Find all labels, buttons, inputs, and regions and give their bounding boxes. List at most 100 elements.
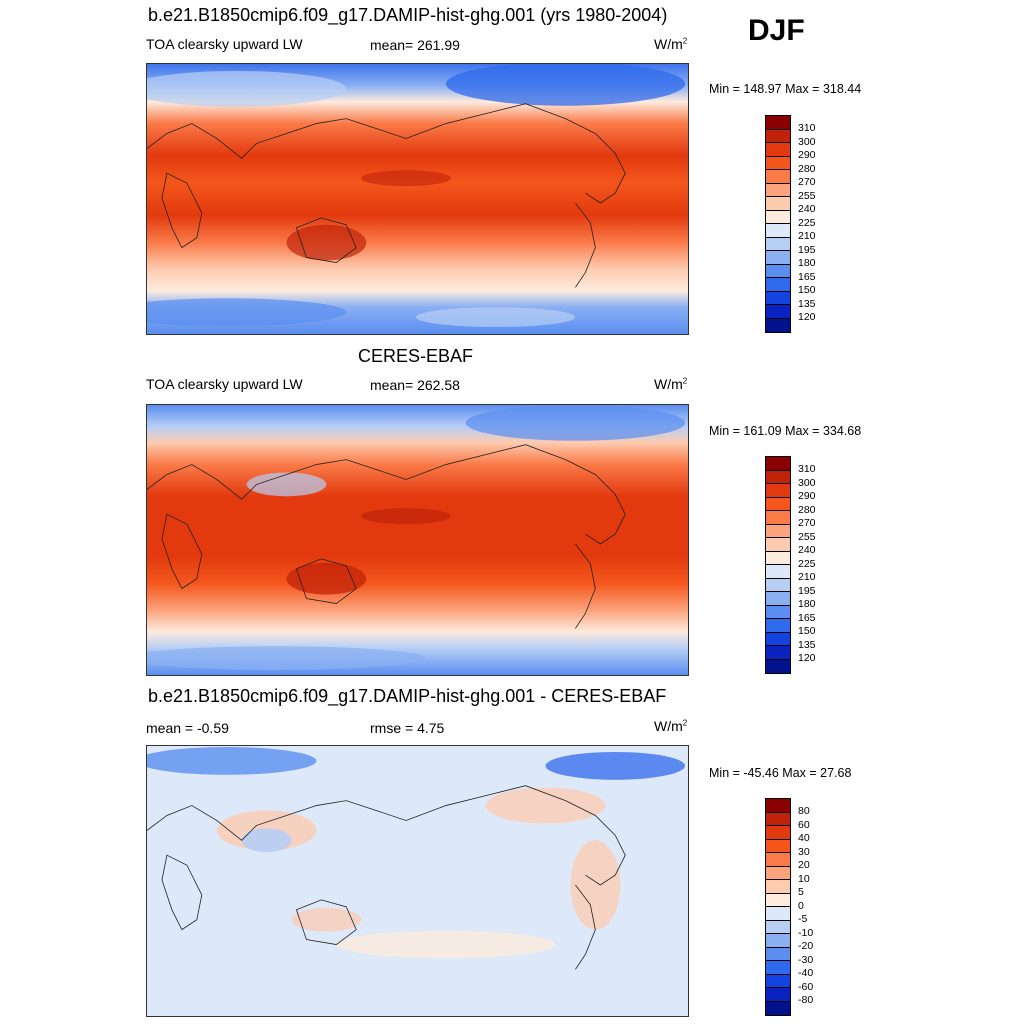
colorbar-tick-label: -60	[798, 981, 814, 993]
colorbar-swatch	[766, 947, 790, 961]
panel-2-colorbar	[765, 456, 791, 674]
panel-1-title: b.e21.B1850cmip6.f09_g17.DAMIP-hist-ghg.…	[148, 5, 668, 25]
colorbar-swatch	[766, 907, 790, 921]
colorbar-swatch	[766, 291, 790, 305]
panel-3-colorbar	[765, 798, 791, 1016]
panel-3-title: b.e21.B1850cmip6.f09_g17.DAMIP-hist-ghg.…	[148, 686, 667, 706]
panel-3-mean-label: mean = -0.59	[146, 720, 229, 736]
colorbar-swatch	[766, 605, 790, 619]
colorbar-tick-label: 195	[798, 585, 816, 597]
colorbar-swatch	[766, 264, 790, 278]
panel-1-minmax: Min = 148.97 Max = 318.44	[709, 82, 862, 96]
panel-1-mean-label: mean= 261.99	[370, 37, 460, 53]
colorbar-swatch	[766, 484, 790, 498]
colorbar-swatch	[766, 251, 790, 265]
colorbar-swatch	[766, 866, 790, 880]
colorbar-swatch	[766, 839, 790, 853]
colorbar-swatch	[766, 197, 790, 211]
colorbar-tick-label: 310	[798, 463, 816, 475]
panel-1-units: W/m2	[654, 36, 688, 52]
colorbar-tick-label: 150	[798, 625, 816, 637]
colorbar-swatch	[766, 524, 790, 538]
panel-2-variable-label: TOA clearsky upward LW	[146, 376, 303, 392]
colorbar-tick-label: 180	[798, 257, 816, 269]
colorbar-tick-label: 195	[798, 244, 816, 256]
colorbar-swatch	[766, 170, 790, 184]
colorbar-tick-label: 210	[798, 571, 816, 583]
colorbar-tick-label: 240	[798, 203, 816, 215]
colorbar-swatch	[766, 551, 790, 565]
colorbar-tick-label: 120	[798, 311, 816, 323]
panel-3-units: W/m2	[654, 718, 688, 734]
season-label: DJF	[748, 14, 805, 47]
colorbar-swatch	[766, 305, 790, 319]
panel-1-colorbar	[765, 115, 791, 333]
panel-2-units: W/m2	[654, 376, 688, 392]
colorbar-swatch	[766, 619, 790, 633]
colorbar-swatch	[766, 934, 790, 948]
colorbar-tick-label: 300	[798, 477, 816, 489]
colorbar-tick-label: 240	[798, 544, 816, 556]
colorbar-swatch	[766, 578, 790, 592]
colorbar-swatch	[766, 592, 790, 606]
colorbar-tick-label: 180	[798, 598, 816, 610]
colorbar-swatch	[766, 565, 790, 579]
colorbar-swatch	[766, 632, 790, 646]
colorbar-tick-label: 280	[798, 163, 816, 175]
colorbar-swatch	[766, 974, 790, 988]
colorbar-swatch	[766, 278, 790, 292]
colorbar-swatch	[766, 880, 790, 894]
colorbar-tick-label: 255	[798, 190, 816, 202]
colorbar-tick-label: 120	[798, 652, 816, 664]
colorbar-swatch	[766, 538, 790, 552]
panel-3-map	[146, 745, 689, 1017]
colorbar-tick-label: 20	[798, 859, 810, 871]
colorbar-tick-label: 300	[798, 136, 816, 148]
colorbar-tick-label: 80	[798, 805, 810, 817]
panel-2-title: CERES-EBAF	[358, 346, 474, 366]
panel-2-minmax: Min = 161.09 Max = 334.68	[709, 424, 862, 438]
colorbar-tick-label: 0	[798, 900, 804, 912]
colorbar-swatch	[766, 646, 790, 660]
colorbar-tick-label: 310	[798, 122, 816, 134]
panel-3-minmax: Min = -45.46 Max = 27.68	[709, 766, 852, 780]
colorbar-swatch	[766, 224, 790, 238]
colorbar-tick-label: 135	[798, 298, 816, 310]
colorbar-swatch	[766, 470, 790, 484]
colorbar-swatch	[766, 129, 790, 143]
colorbar-tick-label: 270	[798, 517, 816, 529]
colorbar-swatch	[766, 812, 790, 826]
colorbar-swatch	[766, 116, 790, 130]
colorbar-tick-label: 5	[798, 886, 804, 898]
colorbar-tick-label: 225	[798, 558, 816, 570]
colorbar-tick-label: 135	[798, 639, 816, 651]
colorbar-swatch	[766, 183, 790, 197]
colorbar-tick-label: -5	[798, 913, 808, 925]
colorbar-tick-label: 225	[798, 217, 816, 229]
colorbar-tick-label: 30	[798, 846, 810, 858]
colorbar-tick-label: 255	[798, 531, 816, 543]
colorbar-tick-label: -40	[798, 967, 814, 979]
colorbar-swatch	[766, 210, 790, 224]
colorbar-tick-label: 150	[798, 284, 816, 296]
colorbar-swatch	[766, 497, 790, 511]
colorbar-tick-label: 165	[798, 271, 816, 283]
colorbar-swatch	[766, 893, 790, 907]
colorbar-swatch	[766, 961, 790, 975]
panel-1-variable-label: TOA clearsky upward LW	[146, 36, 303, 52]
colorbar-tick-label: 210	[798, 230, 816, 242]
colorbar-swatch	[766, 853, 790, 867]
colorbar-swatch	[766, 511, 790, 525]
colorbar-swatch	[766, 1001, 790, 1015]
colorbar-tick-label: 165	[798, 612, 816, 624]
colorbar-swatch	[766, 143, 790, 157]
colorbar-swatch	[766, 457, 790, 471]
colorbar-tick-label: 60	[798, 819, 810, 831]
colorbar-swatch	[766, 156, 790, 170]
colorbar-swatch	[766, 318, 790, 332]
colorbar-tick-label: -20	[798, 940, 814, 952]
colorbar-tick-label: 290	[798, 149, 816, 161]
colorbar-swatch	[766, 988, 790, 1002]
colorbar-tick-label: -80	[798, 994, 814, 1006]
colorbar-swatch	[766, 799, 790, 813]
